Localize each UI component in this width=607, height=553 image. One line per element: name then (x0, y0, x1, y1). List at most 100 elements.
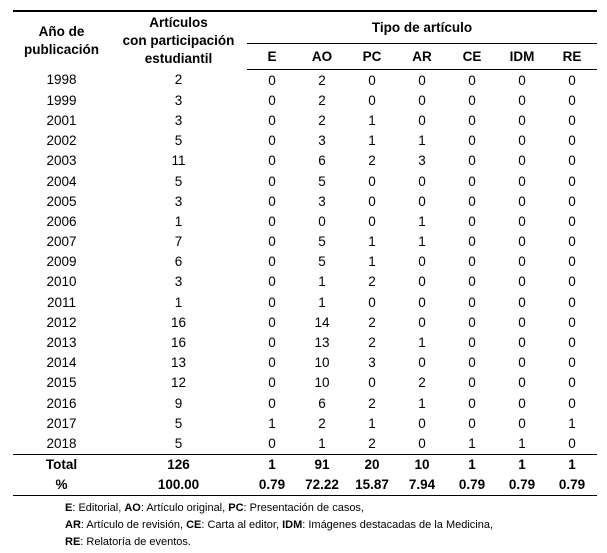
cell-type-count: 1 (368, 415, 376, 431)
cell-year: 2001 (46, 112, 77, 128)
table-row: 2015 12 0 10 0 2 0 0 0 (13, 373, 597, 393)
footnote-abbreviation: PC (228, 501, 244, 514)
cell-type-count: 5 (318, 234, 326, 250)
col-header-ar: AR (397, 43, 447, 70)
cell-type-count: 0 (468, 112, 476, 128)
cell-type-count: 0 (418, 294, 426, 310)
cell-type-count: 0 (518, 294, 526, 310)
table-row: 2003 11 0 6 2 3 0 0 0 (13, 151, 597, 171)
cell-type-count: 0 (468, 314, 476, 330)
cell-type-count: 2 (318, 112, 326, 128)
table-row: 2013 16 0 13 2 1 0 0 0 (13, 332, 597, 352)
cell-type-count: 0 (468, 153, 476, 169)
table-row: 2005 3 0 3 0 0 0 0 0 (13, 191, 597, 211)
cell-student-count: 1 (174, 213, 183, 229)
cell-year: 2014 (46, 355, 77, 371)
col-header-idm: IDM (497, 43, 547, 70)
cell-student-count: 3 (174, 112, 183, 128)
cell-type-count: 0 (468, 355, 476, 371)
cell-student-count: 5 (174, 435, 183, 451)
cell-type-count: 0 (268, 173, 276, 189)
cell-type-count: 2 (368, 435, 376, 451)
footnote-line: E: Editorial, AO: Artículo original, PC:… (65, 500, 607, 517)
cell-type-count: 1 (418, 133, 426, 149)
cell-student-count: 1 (174, 294, 183, 310)
cell-type-count: 0 (468, 335, 476, 351)
header-row-subcolumns: E AO PC AR CE IDM RE (13, 43, 598, 70)
cell-type-count: 0 (518, 335, 526, 351)
cell-type-count: 0 (268, 133, 276, 149)
cell-type-count: 0 (518, 133, 526, 149)
footnote-abbreviation: CE (186, 518, 202, 531)
col-header-ce: CE (447, 43, 497, 70)
cell-type-count: 0 (468, 92, 476, 108)
cell-type-count: 2 (368, 335, 376, 351)
table-row: 2010 3 0 1 2 0 0 0 0 (13, 272, 597, 292)
cell-type-count: 0 (518, 395, 526, 411)
cell-type-count: 3 (318, 193, 326, 209)
cell-type-count: 1 (318, 274, 326, 290)
cell-type-count: 1 (268, 415, 276, 431)
cell-type-count: 0 (568, 254, 576, 270)
cell-student-count: 9 (174, 395, 183, 411)
cell-type-count: 0 (568, 173, 576, 189)
cell-type-count: 0 (268, 335, 276, 351)
cell-type-count: 2 (418, 375, 426, 391)
cell-type-count: 0 (268, 193, 276, 209)
cell-type-count: 2 (368, 395, 376, 411)
cell-student-count: 12 (170, 375, 187, 391)
cell-student-count: 5 (174, 173, 183, 189)
table-body: 1998 2 0 2 0 0 0 0 0 1999 3 0 2 0 0 0 0 0 2001 3 0 2 1 0 0 0 0 2002… (13, 70, 597, 455)
cell-type-count: 0 (418, 274, 426, 290)
cell-student-count: 13 (170, 355, 187, 371)
cell-year: 1999 (46, 92, 77, 108)
footnote-abbreviation: AR (65, 518, 81, 531)
cell-type-count: 0 (468, 415, 476, 431)
cell-student-count: 3 (174, 92, 183, 108)
cell-type-count: 0 (268, 72, 276, 88)
cell-type-count: 0 (418, 173, 426, 189)
cell-type-count: 1 (418, 335, 426, 351)
col-header-re: RE (547, 43, 598, 70)
cell-type-count: 0 (468, 294, 476, 310)
cell-type-count: 0 (568, 435, 576, 451)
table-row: 2017 5 1 2 1 0 0 0 1 (13, 413, 597, 433)
cell-type-count: 0 (568, 234, 576, 250)
cell-type-count: 5 (318, 254, 326, 270)
cell-type-count: 0 (468, 254, 476, 270)
footnote-text: : Carta al editor, (201, 518, 283, 531)
cell-type-count: 1 (318, 435, 326, 451)
percent-value: 0.79 (547, 474, 598, 496)
cell-type-count: 0 (568, 133, 576, 149)
cell-student-count: 2 (174, 72, 183, 88)
cell-year: 2016 (46, 395, 77, 411)
cell-type-count: 0 (518, 92, 526, 108)
cell-type-count: 0 (518, 274, 526, 290)
cell-type-count: 2 (318, 72, 326, 88)
table-row: 1999 3 0 2 0 0 0 0 0 (13, 90, 597, 110)
cell-year: 2002 (46, 133, 77, 149)
cell-type-count: 1 (318, 294, 326, 310)
cell-type-count: 0 (518, 173, 526, 189)
cell-type-count: 0 (518, 112, 526, 128)
table-row: 2009 6 0 5 1 0 0 0 0 (13, 252, 597, 272)
footnote-text: : Imágenes destacadas de la Medicina, (302, 518, 494, 531)
cell-type-count: 0 (518, 72, 526, 88)
cell-type-count: 0 (268, 213, 276, 229)
cell-student-count: 6 (174, 254, 183, 270)
percent-value: 15.87 (347, 474, 397, 496)
cell-year: 2004 (46, 173, 77, 189)
footnote-line: RE: Relatoría de eventos. (65, 534, 607, 551)
cell-type-count: 1 (418, 213, 426, 229)
cell-type-count: 1 (468, 435, 476, 451)
table-header: Año de publicación Artículos con partici… (13, 11, 598, 70)
footnote-text: : Artículo de revisión, (80, 518, 187, 531)
cell-year: 2013 (46, 335, 77, 351)
publications-by-year-table: Año de publicación Artículos con partici… (13, 10, 598, 496)
cell-year: 2003 (46, 153, 77, 169)
cell-type-count: 0 (368, 173, 376, 189)
cell-type-count: 0 (468, 193, 476, 209)
cell-type-count: 0 (518, 254, 526, 270)
header-row-group: Año de publicación Artículos con partici… (13, 11, 598, 66)
